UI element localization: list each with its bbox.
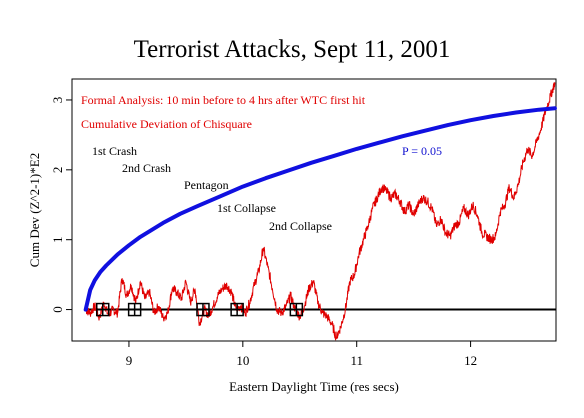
x-tick-label: 12 [464,353,477,368]
event-markers [95,302,304,317]
significance-curve [83,106,557,312]
y-ticks: 0 1 2 3 [50,97,72,313]
cumulative-deviation-annotation: Cumulative Deviation of Chisquare [81,117,252,131]
y-tick-label: 2 [50,167,65,174]
x-tick-label: 11 [350,353,363,368]
p-value-annotation: P = 0.05 [402,144,442,158]
y-tick-label: 1 [50,236,65,243]
event-label-1st-collapse: 1st Collapse [217,201,276,215]
deviation-series-line [85,82,556,341]
x-ticks: 9 10 11 12 [126,341,477,368]
event-label-pentagon: Pentagon [184,178,229,192]
event-marker [230,302,244,317]
chart-title: Terrorist Attacks, Sept 11, 2001 [134,36,451,63]
x-tick-label: 10 [236,353,249,368]
x-tick-label: 9 [126,353,133,368]
event-label-2nd-collapse: 2nd Collapse [269,219,332,233]
event-marker [95,302,110,317]
event-marker [127,302,142,317]
y-tick-label: 0 [50,306,65,313]
y-axis-label: Cum Dev (Z^2-1)*E2 [27,153,42,267]
event-marker [289,302,304,317]
event-label-2nd-crash: 2nd Crash [122,161,171,175]
y-tick-label: 3 [50,97,65,104]
x-axis-label: Eastern Daylight Time (res secs) [229,379,399,394]
event-label-1st-crash: 1st Crash [92,144,137,158]
event-marker [196,302,210,317]
series-layer [83,82,557,341]
formal-analysis-annotation: Formal Analysis: 10 min before to 4 hrs … [81,93,366,107]
